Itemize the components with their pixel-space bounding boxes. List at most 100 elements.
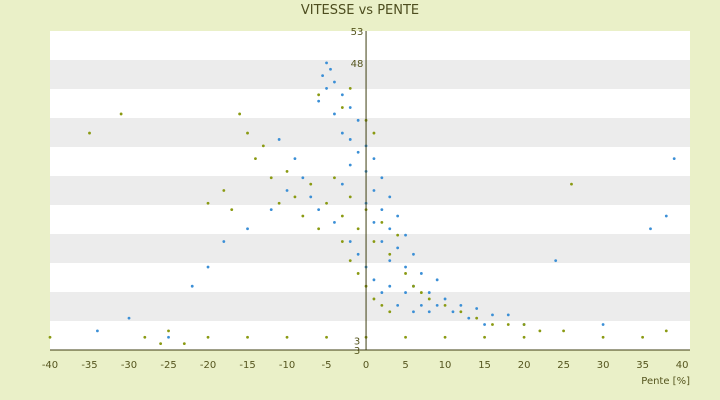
data-point-blue — [506, 313, 510, 317]
x-tick-label: 35 — [636, 360, 649, 371]
data-point-olive — [380, 303, 384, 307]
data-point-blue — [325, 61, 328, 65]
data-point-olive — [348, 87, 352, 90]
data-point-olive — [372, 297, 376, 301]
data-point-blue — [483, 323, 486, 326]
plot-band — [50, 31, 690, 60]
data-point-blue — [388, 259, 392, 263]
data-point-blue — [269, 208, 273, 212]
data-point-olive — [380, 221, 384, 224]
x-tick-label: 20 — [518, 360, 531, 371]
data-point-olive — [348, 259, 352, 263]
x-tick-label: 10 — [439, 360, 452, 371]
data-point-blue — [356, 252, 360, 256]
data-point-olive — [238, 112, 242, 116]
x-tick-label: 0 — [363, 360, 369, 371]
data-point-blue — [554, 259, 558, 263]
data-point-olive — [206, 201, 210, 205]
data-point-olive — [356, 227, 360, 231]
data-point-olive — [443, 303, 447, 307]
data-point-blue — [321, 74, 324, 78]
data-point-olive — [230, 208, 234, 212]
plot-band — [50, 205, 690, 234]
data-point-olive — [427, 297, 431, 301]
data-point-olive — [285, 335, 289, 339]
data-point-olive — [340, 106, 344, 109]
data-point-olive — [506, 323, 510, 326]
data-point-olive — [483, 335, 486, 339]
data-point-olive — [309, 182, 313, 186]
plot-band — [50, 89, 690, 118]
data-point-blue — [96, 329, 99, 333]
data-point-blue — [601, 323, 605, 326]
data-point-blue — [293, 157, 297, 161]
data-point-olive — [119, 112, 123, 116]
plot-bands — [50, 31, 690, 350]
data-point-olive — [159, 342, 163, 346]
data-point-olive — [388, 252, 392, 256]
data-point-olive — [348, 195, 352, 199]
data-point-blue — [396, 303, 400, 307]
data-point-blue — [475, 307, 479, 310]
data-point-olive — [246, 131, 249, 135]
data-point-olive — [333, 176, 336, 180]
x-tick-label: 5 — [402, 360, 408, 371]
data-point-olive — [261, 144, 265, 148]
data-point-blue — [491, 313, 494, 317]
y-tick-label: 53 — [351, 27, 364, 38]
data-point-blue — [404, 233, 407, 237]
data-point-olive — [206, 335, 210, 339]
data-point-blue — [333, 80, 336, 84]
data-point-blue — [333, 221, 336, 224]
data-point-olive — [404, 335, 407, 339]
x-tick-label: -25 — [160, 360, 176, 371]
data-point-blue — [329, 67, 332, 71]
data-point-olive — [167, 329, 170, 333]
data-point-blue — [435, 303, 439, 307]
plot-band — [50, 292, 690, 321]
plot-band — [50, 234, 690, 263]
plot-band — [50, 321, 690, 350]
data-point-blue — [348, 106, 352, 109]
data-point-olive — [538, 329, 542, 333]
plot-band — [50, 176, 690, 205]
data-point-olive — [601, 335, 605, 339]
data-point-blue — [380, 291, 384, 294]
data-point-blue — [412, 252, 415, 256]
y-tick-label: 3 — [354, 346, 360, 357]
data-point-blue — [340, 182, 344, 186]
data-point-olive — [664, 329, 668, 333]
data-point-blue — [325, 87, 328, 90]
data-point-blue — [206, 265, 210, 269]
data-point-blue — [388, 227, 392, 231]
data-point-blue — [372, 157, 376, 161]
data-point-blue — [435, 278, 439, 282]
data-point-olive — [570, 182, 573, 186]
data-point-olive — [419, 291, 423, 294]
data-point-olive — [317, 227, 321, 231]
data-point-blue — [388, 284, 392, 288]
data-point-blue — [396, 246, 400, 250]
data-point-blue — [317, 208, 321, 212]
data-point-blue — [372, 278, 376, 282]
data-point-olive — [182, 342, 186, 346]
y-tick-labels: 53 48 33 — [351, 27, 364, 357]
x-tick-label: -35 — [81, 360, 97, 371]
data-point-olive — [325, 335, 328, 339]
data-point-blue — [419, 272, 423, 275]
data-point-blue — [285, 189, 289, 192]
data-point-olive — [443, 335, 447, 339]
data-point-blue — [340, 93, 344, 97]
data-point-olive — [317, 93, 321, 97]
data-point-blue — [317, 99, 321, 103]
data-point-olive — [143, 335, 147, 339]
data-point-olive — [475, 316, 479, 320]
data-point-olive — [88, 131, 91, 135]
data-point-olive — [396, 233, 400, 237]
x-tick-label: -10 — [279, 360, 295, 371]
data-point-blue — [309, 195, 313, 199]
data-point-blue — [372, 189, 376, 192]
data-point-olive — [641, 335, 644, 339]
x-tick-label: 15 — [478, 360, 491, 371]
